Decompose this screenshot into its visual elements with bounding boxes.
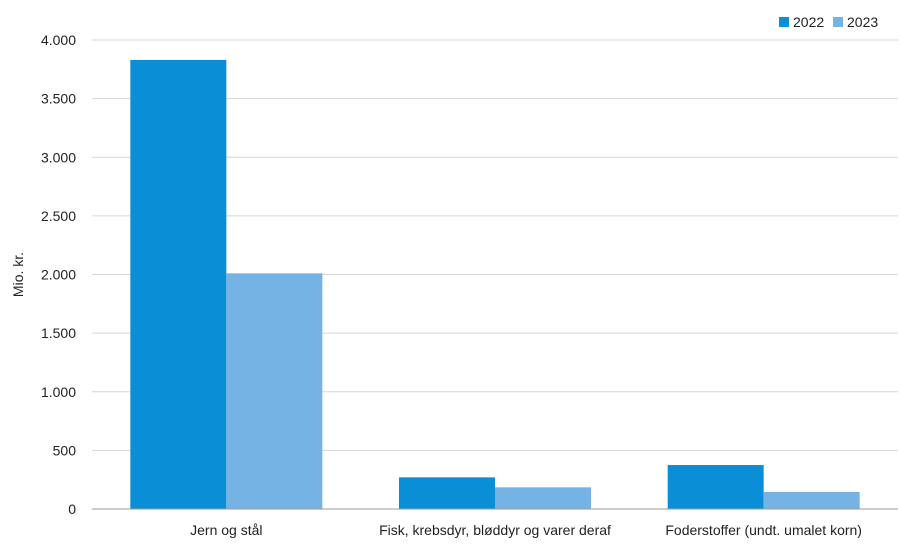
x-category-label: Fisk, krebsdyr, bløddyr og varer deraf [379, 522, 611, 538]
legend-label: 2023 [847, 14, 878, 30]
bar-2022 [667, 465, 764, 509]
x-axis-category-labels: Jern og stål Fisk, krebsdyr, bløddyr og v… [190, 522, 862, 538]
y-tick-label: 2.000 [41, 267, 76, 283]
y-tick-label: 1.500 [41, 325, 76, 341]
y-tick-label: 0 [68, 501, 76, 517]
y-tick-label: 500 [53, 442, 77, 458]
y-axis-tick-labels: 0 500 1.000 1.500 2.000 2.500 3.000 3.500 4.000 [41, 32, 76, 517]
bar-2022 [130, 59, 227, 510]
bar-2023 [226, 273, 323, 509]
bar-2023 [763, 491, 860, 509]
x-category-label: Foderstoffer (undt. umalet korn) [665, 522, 862, 538]
bar-2022 [399, 477, 495, 509]
legend-swatch-2022 [779, 17, 789, 27]
y-tick-label: 2.500 [41, 208, 76, 224]
bar-2023 [495, 487, 591, 509]
y-tick-label: 4.000 [41, 32, 76, 48]
legend: 2022 2023 [779, 14, 878, 30]
y-tick-label: 3.500 [41, 91, 76, 107]
y-axis-title: Mio. kr. [10, 252, 26, 297]
x-category-label: Jern og stål [190, 522, 262, 538]
y-tick-label: 3.000 [41, 149, 76, 165]
bars [130, 59, 860, 510]
legend-label: 2022 [793, 14, 824, 30]
y-tick-label: 1.000 [41, 384, 76, 400]
legend-swatch-2023 [833, 17, 843, 27]
